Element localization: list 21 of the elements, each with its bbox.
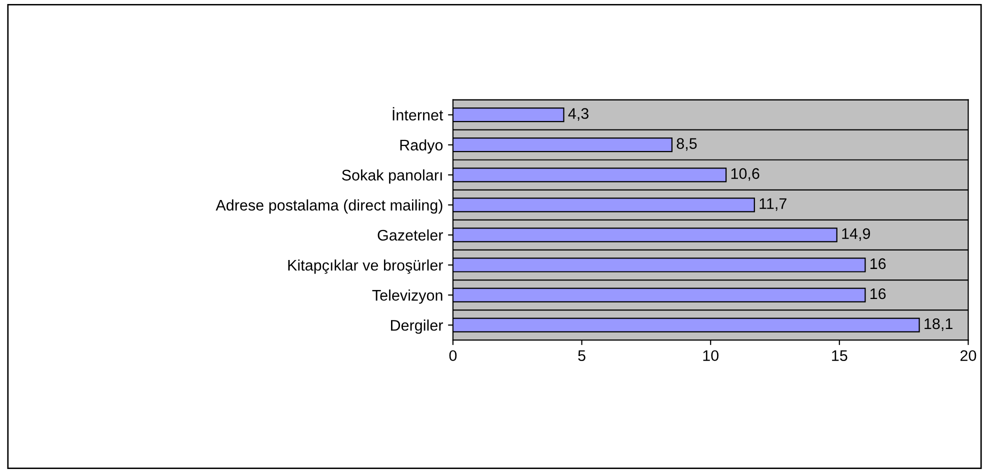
data-label: 10,6 xyxy=(731,168,760,181)
y-tick-label: Dergiler xyxy=(391,320,443,334)
x-tick-label: 20 xyxy=(960,350,976,362)
y-tick-label: İnternet xyxy=(392,107,444,121)
y-tick-label: Adrese postalama (direct mailing) xyxy=(216,199,442,214)
data-label: 14,9 xyxy=(842,228,870,241)
y-tick-label: Sokak panoları xyxy=(342,169,442,184)
y-tick-label: Radyo xyxy=(400,139,443,154)
data-label: 16 xyxy=(870,288,886,300)
data-label: 16 xyxy=(870,258,886,270)
data-label: 18,1 xyxy=(924,318,952,331)
data-label: 11,7 xyxy=(760,198,786,211)
x-tick-label: 0 xyxy=(449,350,457,362)
x-tick-label: 5 xyxy=(578,350,586,362)
x-tick-label: 15 xyxy=(832,350,848,362)
x-tick-label: 10 xyxy=(703,350,718,362)
data-label: 4,3 xyxy=(568,108,588,121)
y-tick-label: Televizyon xyxy=(372,290,442,304)
y-tick-label: Kitapçıklar ve broşürler xyxy=(288,259,443,274)
y-tick-label: Gazeteler xyxy=(378,229,443,241)
data-label: 8,5 xyxy=(676,138,697,151)
